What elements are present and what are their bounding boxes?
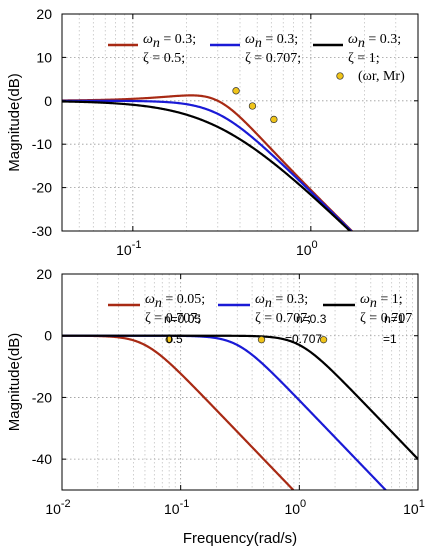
legend-label-top-1: ωn = 0.3; [143,32,196,51]
legend-value: = 0.3; [160,32,196,47]
y-tick-label: 20 [36,6,52,22]
legend-label-bottom-3: ζ = 0.707 [360,311,412,326]
plot-area [62,274,418,490]
omega-symbol: ω [360,292,370,307]
y-tick-label: -10 [32,136,52,152]
legend-label-bottom-1: ζ = 0.5; [143,51,185,66]
series-line-2 [62,99,353,231]
legend-label-bottom-1: ζ = 0.707; [145,311,201,326]
overlap-label: n=0.05 [164,312,201,326]
y-tick-label: -20 [32,389,52,405]
x-tick-label: 10-1 [164,498,189,517]
y-tick-label: -30 [32,223,52,239]
legend-label-top-2: ωn = 0.3; [255,292,308,311]
plot-frame [61,13,419,232]
subscript-n: n [370,296,377,311]
resonance-marker-1 [232,87,240,95]
x-tick-label: 10-2 [45,498,70,517]
x-tick-exponent: 1 [419,498,425,510]
curves-group [62,334,418,490]
legend-value: = 0.3; [262,32,298,47]
y-axis-label: Magnitude(dB) [6,333,23,431]
resonance-marker-2 [257,336,266,344]
legend-value: = 0.3; [365,32,401,47]
overlap-label: 0.5 [166,332,183,346]
y-tick-label: 0 [44,93,52,109]
omega-symbol: ω [348,32,358,47]
legend-label-top-2: ωn = 0.3; [245,32,298,51]
legend-marker-swatch [336,72,344,80]
legend-value: = 0.05; [162,292,205,307]
x-tick-label: 100 [284,498,306,517]
y-tick-label: 20 [36,266,52,282]
overlap-label: =0.707 [285,332,322,346]
omega-symbol: ω [255,292,265,307]
series-line-1 [62,94,354,231]
x-tick-exponent: 0 [300,498,306,510]
overlap-label: n=1 [384,312,405,326]
x-tick-label: 10-1 [116,239,141,258]
bottom-magnitude-panel: n=0.05 n=0.3 n=10.5 =0.707 =1ωn = 0.05;ζ = 0… [6,266,425,547]
series-line-1 [62,334,295,490]
overlap-label: n=0.3 [296,312,327,326]
plot-frame [61,273,419,491]
x-tick-exponent: -1 [180,498,190,510]
y-tick-label: -40 [32,451,52,467]
y-tick-label: -20 [32,180,52,196]
resonance-marker-3 [319,336,328,344]
legend-label-top-1: ωn = 0.05; [145,292,205,311]
subscript-n: n [358,36,365,51]
x-tick-exponent: 0 [312,239,318,251]
legend-value: = 0.3; [272,292,308,307]
legend-marker-label: (ωr, Mr) [358,69,405,84]
series-line-3 [62,334,418,460]
resonance-marker-2 [248,102,257,110]
omega-symbol: ω [245,32,255,47]
legend-label-bottom-3: ζ = 1; [348,51,380,66]
series-line-3 [62,100,352,231]
y-tick-label: 10 [36,49,52,65]
x-axis-label: Frequency(rad/s) [183,530,297,547]
x-tick-label: 100 [296,239,318,258]
y-tick-label: 0 [44,328,52,344]
y-axis-label: Magnitude(dB) [6,73,23,171]
x-tick-exponent: -1 [132,239,142,251]
subscript-n: n [155,296,162,311]
omega-symbol: ω [143,32,153,47]
overlap-label: =1 [383,332,397,346]
subscript-n: n [255,36,262,51]
x-tick-label: 101 [403,498,425,517]
subscript-n: n [153,36,160,51]
legend-label-bottom-2: ζ = 0.707; [245,51,301,66]
legend-label-top-3: ωn = 0.3; [348,32,401,51]
resonance-marker-3 [270,115,278,124]
legend-value: = 1; [377,292,403,307]
x-tick-exponent: -2 [61,498,71,510]
omega-symbol: ω [145,292,155,307]
resonance-marker-1 [165,336,173,344]
legend-label-top-3: ωn = 1; [360,292,403,311]
subscript-n: n [265,296,272,311]
top-magnitude-panel: ωn = 0.3;ζ = 0.5;ωn = 0.3;ζ = 0.707;ωn =… [6,6,419,258]
curves-group [62,94,354,231]
legend-label-bottom-2: ζ = 0.707; [255,311,311,326]
